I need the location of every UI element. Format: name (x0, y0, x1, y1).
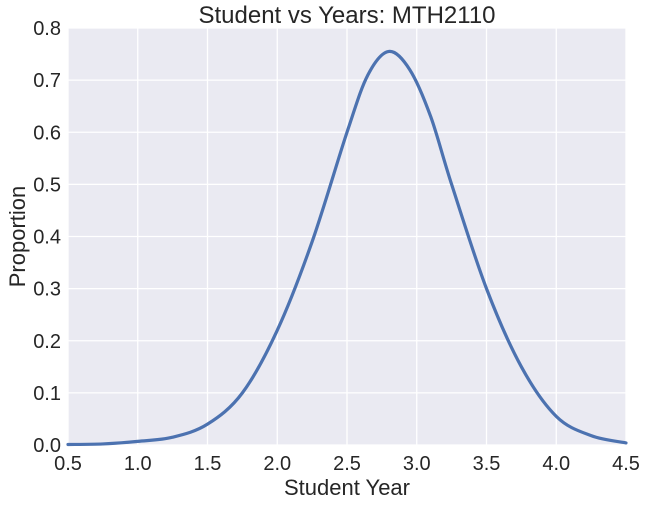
chart-title: Student vs Years: MTH2110 (198, 2, 495, 29)
x-tick-label: 1.5 (194, 453, 222, 475)
x-axis-ticks: 0.5 1.0 1.5 2.0 2.5 3.0 3.5 4.0 4.5 (54, 453, 640, 475)
y-axis-ticks: 0.0 0.1 0.2 0.3 0.4 0.5 0.6 0.7 0.8 (33, 18, 61, 457)
y-tick-label: 0.4 (33, 227, 61, 249)
x-tick-label: 3.0 (403, 453, 431, 475)
y-tick-label: 0.0 (33, 435, 61, 457)
grid (67, 27, 627, 446)
x-tick-label: 4.5 (612, 453, 640, 475)
series-line (66, 49, 628, 447)
x-tick-label: 1.0 (124, 453, 152, 475)
x-tick-label: 2.5 (333, 453, 361, 475)
y-axis-label: Proportion (5, 186, 30, 288)
x-tick-label: 0.5 (54, 453, 82, 475)
x-tick-label: 4.0 (542, 453, 570, 475)
x-tick-label: 3.5 (473, 453, 501, 475)
series-layer (66, 49, 628, 447)
y-tick-label: 0.3 (33, 279, 61, 301)
x-axis-label: Student Year (284, 475, 410, 500)
y-tick-label: 0.2 (33, 331, 61, 353)
y-tick-label: 0.1 (33, 383, 61, 405)
y-tick-label: 0.7 (33, 70, 61, 92)
y-tick-label: 0.5 (33, 174, 61, 196)
x-tick-label: 2.0 (263, 453, 291, 475)
y-tick-label: 0.6 (33, 122, 61, 144)
y-tick-label: 0.8 (33, 18, 61, 40)
